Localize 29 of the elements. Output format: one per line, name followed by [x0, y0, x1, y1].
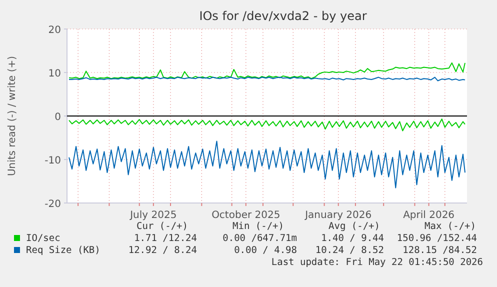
text: 0.00 /647.71m [222, 233, 298, 244]
y-tick-label: -20 [44, 199, 61, 210]
x-tick-label: April 2026 [403, 210, 455, 221]
text: 150.96 /152.44 [396, 233, 478, 244]
chart-title: IOs for /dev/xvda2 - by year [199, 9, 367, 23]
text: 1.71 /12.24 [134, 233, 198, 244]
x-tick-label: July 2025 [129, 210, 177, 221]
y-axis-title: Units read (-) / write (+) [7, 56, 18, 176]
text: 10.24 / 8.52 [315, 245, 384, 256]
text: Max (-/+) [424, 221, 476, 232]
y-tick-label: 0 [54, 112, 61, 123]
text: 1.40 / 9.44 [321, 233, 384, 244]
x-tick-label: October 2025 [212, 210, 280, 221]
line-series [68, 62, 466, 80]
y-tick-label: -10 [44, 156, 61, 166]
y-tick-label: 10 [48, 68, 61, 80]
line-series [68, 140, 466, 188]
x-tick-label: January 2026 [304, 210, 372, 221]
text: Avg (-/+) [328, 221, 380, 232]
text: 12.92 / 8.24 [128, 245, 198, 256]
y-tick-label: 20 [48, 25, 61, 36]
text: Min (-/+) [232, 221, 284, 232]
text: 0.00 / 4.98 [234, 245, 298, 256]
text: 128.15 /84.52 [402, 245, 477, 256]
text: Last update: Fri May 22 01:45:50 2026 [271, 257, 484, 268]
legend-label: Req Size (KB) [26, 245, 100, 256]
text: Cur (-/+) [136, 221, 188, 232]
legend-label: IO/sec [26, 233, 60, 244]
line-series [68, 118, 466, 132]
